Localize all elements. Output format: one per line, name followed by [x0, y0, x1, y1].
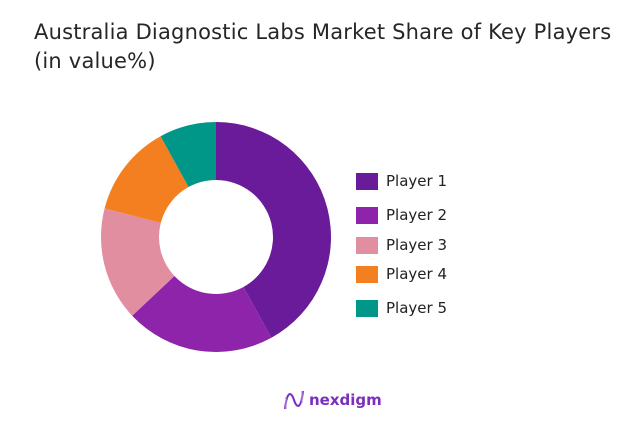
nexdigm-logo: nexdigm	[283, 389, 382, 411]
legend-swatch	[356, 299, 378, 317]
chart-title: Australia Diagnostic Labs Market Share o…	[34, 18, 611, 76]
slice-player-5	[160, 122, 216, 188]
legend-swatch	[356, 265, 378, 283]
legend-swatch	[356, 172, 378, 190]
legend-item: Player 1	[356, 172, 447, 190]
logo-text: nexdigm	[309, 391, 382, 409]
legend-label: Player 4	[386, 265, 447, 283]
legend-item: Player 4	[356, 265, 447, 283]
legend-swatch	[356, 206, 378, 224]
nexdigm-logo-icon	[284, 390, 304, 410]
slice-player-3	[101, 208, 175, 316]
slice-player-1	[216, 122, 331, 338]
legend-label: Player 1	[386, 172, 447, 190]
legend-label: Player 2	[386, 206, 447, 224]
legend-item: Player 2	[356, 206, 447, 224]
legend-label: Player 5	[386, 299, 447, 317]
legend-item: Player 3	[356, 236, 447, 254]
legend-swatch	[356, 236, 378, 254]
slice-player-2	[132, 276, 272, 353]
slice-player-4	[104, 136, 189, 223]
legend-item: Player 5	[356, 299, 447, 317]
chart-title-line-1: Australia Diagnostic Labs Market Share o…	[34, 20, 612, 44]
chart-title-line-2: (in value%)	[34, 49, 156, 73]
legend-label: Player 3	[386, 236, 447, 254]
